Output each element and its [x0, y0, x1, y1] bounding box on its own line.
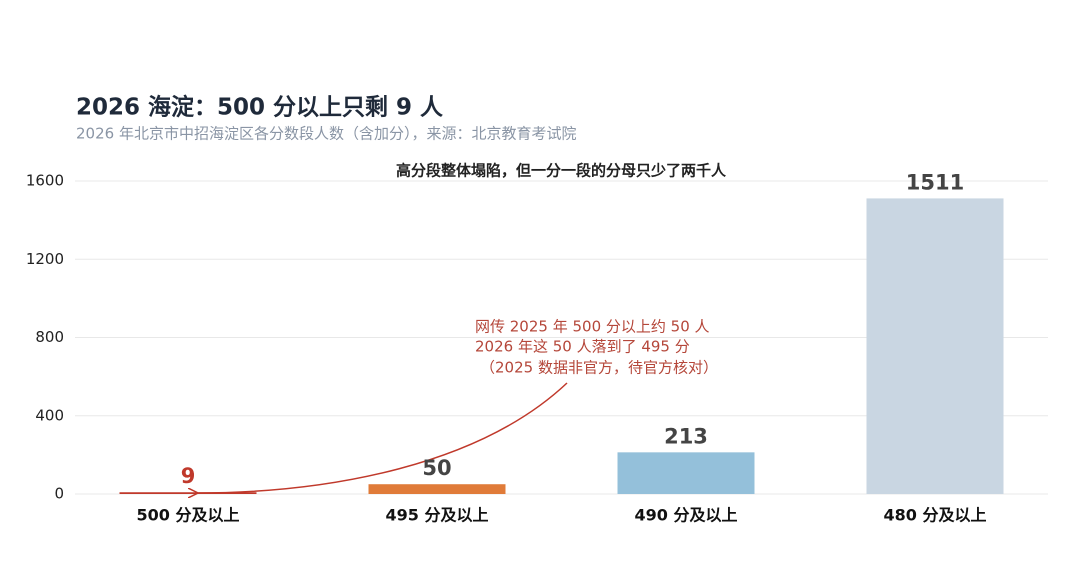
annotation: 2026 年这 50 人落到了 495 分 — [475, 338, 690, 356]
bar — [866, 198, 1004, 494]
x-tick-label: 480 分及以上 — [884, 506, 987, 525]
annotation-arrow — [196, 382, 568, 493]
chart-title: 2026 海淀：500 分以上只剩 9 人 — [76, 94, 444, 121]
value-label: 213 — [664, 424, 708, 448]
bar — [368, 484, 506, 494]
x-tick-label: 495 分及以上 — [386, 506, 489, 525]
value-label: 9 — [181, 464, 196, 488]
value-label: 1511 — [906, 170, 964, 194]
y-tick-label: 400 — [35, 406, 64, 424]
x-tick-label: 490 分及以上 — [635, 506, 738, 525]
chart-subtitle: 2026 年北京市中招海淀区各分数段人数（含加分），来源：北京教育考试院 — [76, 125, 576, 143]
chart-note: 高分段整体塌陷，但一分一段的分母只少了两千人 — [396, 162, 727, 180]
y-tick-label: 1200 — [26, 250, 64, 268]
y-tick-label: 800 — [35, 328, 64, 346]
x-tick-label: 500 分及以上 — [137, 506, 240, 525]
y-tick-label: 1600 — [26, 172, 64, 190]
value-label: 50 — [422, 456, 451, 480]
annotation: 网传 2025 年 500 分以上约 50 人 — [475, 318, 710, 336]
bar — [617, 452, 755, 494]
y-tick-label: 0 — [54, 485, 64, 503]
annotation: （2025 数据非官方，待官方核对） — [480, 359, 718, 377]
